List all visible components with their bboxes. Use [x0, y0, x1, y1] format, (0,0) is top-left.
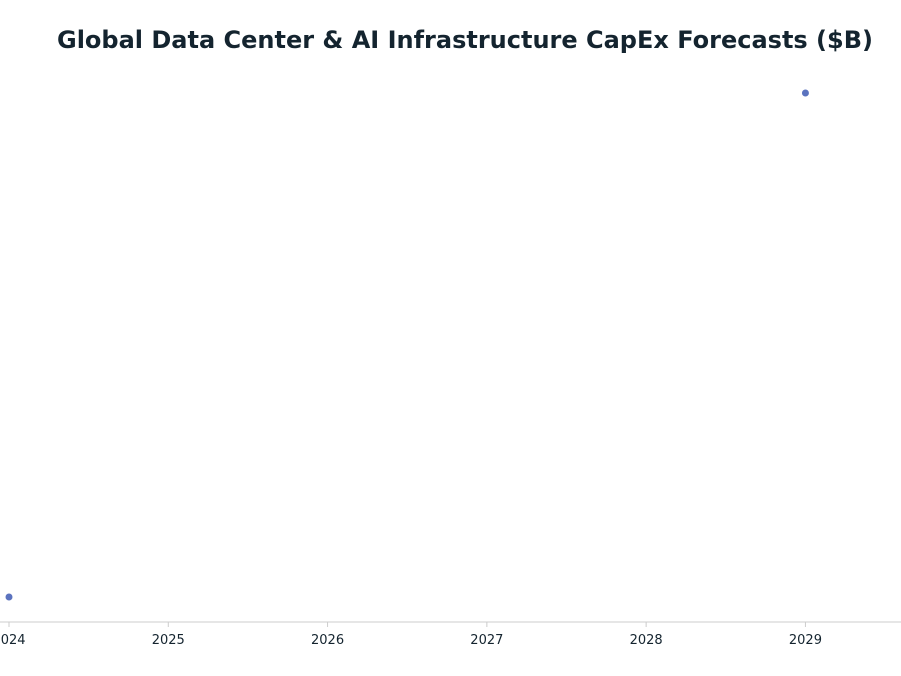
x-axis-ticks: 2024 2025 2026 2027 2028 2029: [0, 622, 822, 648]
x-tick-label: 2024: [0, 633, 26, 648]
x-tick-label: 2027: [470, 633, 503, 648]
data-points: [5, 89, 809, 601]
x-tick-label: 2028: [630, 633, 663, 648]
x-tick-label: 2025: [152, 633, 185, 648]
data-point: [5, 593, 13, 601]
x-tick-label: 2026: [311, 633, 344, 648]
data-point: [801, 89, 809, 97]
chart-title: Global Data Center & AI Infrastructure C…: [57, 26, 873, 54]
x-tick-label: 2029: [789, 633, 822, 648]
